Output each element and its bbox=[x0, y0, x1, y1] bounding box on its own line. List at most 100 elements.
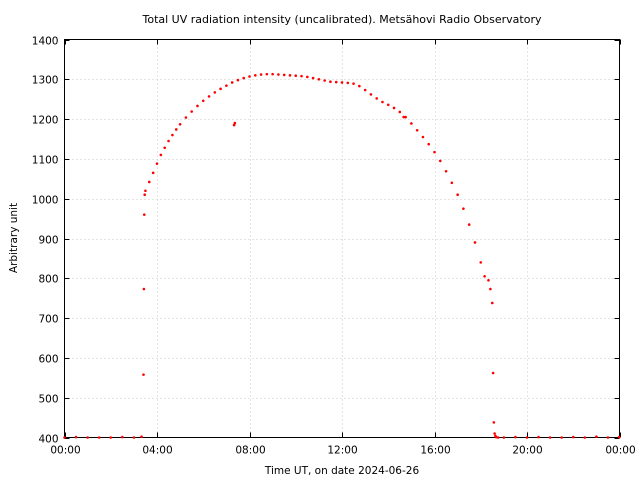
data-point bbox=[491, 301, 494, 305]
data-point bbox=[63, 436, 66, 439]
y-tick-label: 1200 bbox=[32, 115, 59, 127]
data-points bbox=[63, 72, 621, 439]
data-point bbox=[151, 171, 155, 175]
data-point bbox=[144, 189, 147, 193]
data-point bbox=[583, 436, 587, 439]
x-tick-label: 16:00 bbox=[420, 445, 450, 457]
data-point bbox=[346, 81, 350, 85]
x-axis: 00:00 04:00 08:00 12:00 16:00 20:00 00:00 bbox=[50, 39, 636, 457]
data-point bbox=[311, 76, 315, 80]
plot-frame bbox=[64, 39, 620, 438]
data-point bbox=[317, 78, 321, 81]
data-point bbox=[404, 115, 407, 119]
data-point bbox=[386, 103, 390, 107]
data-point bbox=[236, 78, 240, 82]
data-point bbox=[444, 169, 448, 173]
y-tick-label: 700 bbox=[38, 314, 58, 326]
data-point bbox=[171, 133, 174, 137]
data-point bbox=[433, 150, 436, 154]
data-point bbox=[617, 435, 621, 439]
data-point bbox=[190, 110, 193, 113]
data-point bbox=[502, 436, 506, 439]
data-point bbox=[402, 115, 405, 119]
data-point bbox=[421, 135, 425, 139]
data-point bbox=[201, 99, 205, 103]
y-tick-label: 1400 bbox=[32, 36, 59, 48]
data-point bbox=[213, 91, 217, 94]
data-point bbox=[248, 75, 251, 78]
data-point bbox=[438, 159, 442, 163]
x-tick-label: 00:00 bbox=[605, 445, 635, 457]
data-point bbox=[142, 373, 145, 376]
data-point bbox=[109, 436, 113, 439]
data-point bbox=[142, 213, 146, 216]
data-point bbox=[86, 436, 89, 439]
data-point bbox=[487, 278, 490, 282]
data-point bbox=[606, 436, 610, 439]
data-point bbox=[155, 162, 159, 165]
data-point bbox=[230, 81, 234, 84]
data-point bbox=[225, 84, 228, 87]
data-point bbox=[369, 93, 373, 96]
y-tick-label: 600 bbox=[38, 354, 58, 366]
y-tick-label: 1300 bbox=[32, 75, 59, 87]
data-point bbox=[571, 435, 575, 439]
data-point bbox=[97, 436, 101, 439]
data-point bbox=[381, 100, 384, 104]
data-point bbox=[232, 123, 236, 127]
data-point bbox=[363, 88, 367, 92]
data-point bbox=[560, 436, 563, 439]
x-tick-label: 20:00 bbox=[512, 445, 542, 457]
data-point bbox=[334, 80, 338, 84]
data-point bbox=[483, 275, 486, 278]
data-point bbox=[492, 421, 496, 424]
data-point bbox=[410, 122, 413, 125]
data-point bbox=[277, 73, 280, 76]
data-point bbox=[392, 106, 396, 110]
data-point bbox=[242, 76, 246, 80]
data-point bbox=[548, 436, 552, 439]
data-point bbox=[514, 435, 517, 439]
y-axis: 400 500 600 700 800 900 1000 1100 1200 1300 1400 bbox=[32, 36, 620, 446]
data-point bbox=[132, 436, 136, 439]
data-point bbox=[184, 116, 188, 119]
grid-lines bbox=[64, 39, 620, 438]
chart-title: Total UV radiation intensity (uncalibrat… bbox=[142, 13, 542, 26]
data-point bbox=[537, 435, 540, 439]
data-point bbox=[196, 104, 199, 108]
data-point bbox=[178, 122, 182, 126]
y-tick-label: 1100 bbox=[32, 155, 59, 167]
data-point bbox=[491, 371, 495, 375]
data-point bbox=[143, 193, 146, 197]
data-point bbox=[493, 432, 496, 435]
data-point bbox=[358, 84, 361, 88]
data-point bbox=[294, 74, 298, 78]
data-point bbox=[496, 436, 500, 439]
y-tick-label: 800 bbox=[38, 274, 58, 286]
data-point bbox=[375, 97, 378, 100]
x-tick-label: 04:00 bbox=[142, 445, 172, 457]
x-tick-label: 08:00 bbox=[235, 445, 265, 457]
data-point bbox=[121, 435, 124, 439]
data-point bbox=[479, 261, 483, 264]
y-tick-label: 400 bbox=[38, 434, 58, 446]
data-point bbox=[473, 241, 477, 244]
x-tick-label: 12:00 bbox=[327, 445, 357, 457]
x-tick-label: 00:00 bbox=[50, 445, 80, 457]
data-point bbox=[282, 73, 286, 77]
data-point bbox=[233, 121, 237, 125]
y-tick-label: 1000 bbox=[32, 195, 59, 207]
data-point bbox=[300, 74, 303, 78]
data-point bbox=[140, 435, 143, 439]
data-point bbox=[595, 435, 598, 439]
data-point bbox=[415, 128, 419, 132]
data-point bbox=[74, 435, 78, 439]
y-axis-label: Arbitrary unit bbox=[8, 203, 20, 273]
data-point bbox=[489, 287, 492, 291]
data-point bbox=[467, 223, 471, 226]
data-point bbox=[167, 139, 170, 143]
data-point bbox=[329, 80, 332, 83]
data-point bbox=[271, 72, 274, 76]
data-point bbox=[159, 153, 163, 157]
